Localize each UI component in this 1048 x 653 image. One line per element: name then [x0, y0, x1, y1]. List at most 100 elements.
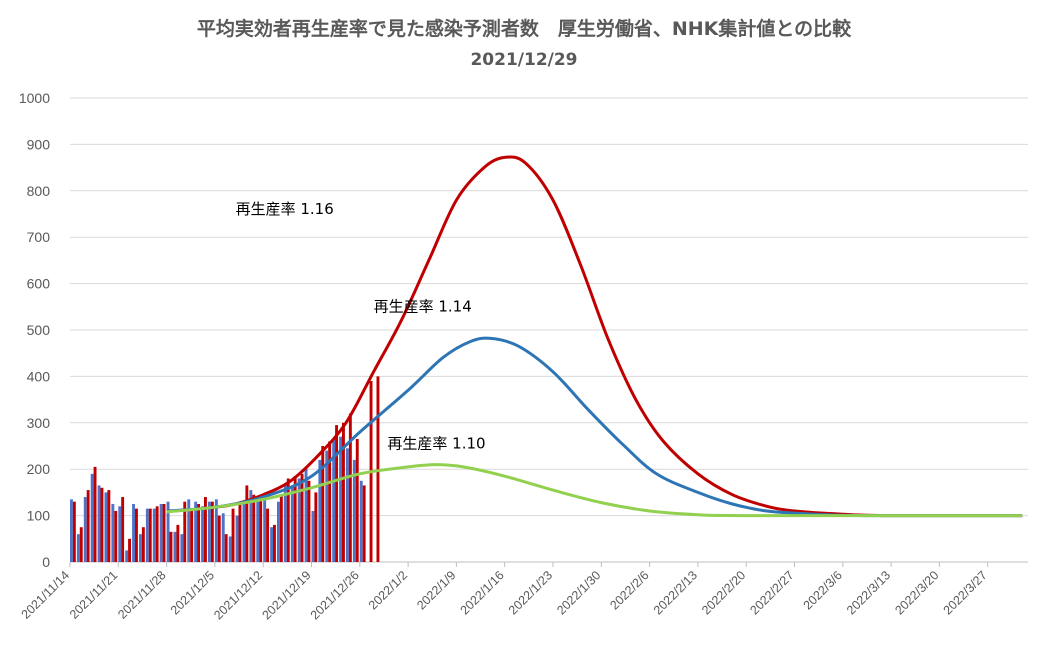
x-tick-label: 2021/11/14 [19, 568, 73, 622]
bar [339, 436, 342, 562]
bar [128, 538, 131, 562]
bar [263, 499, 267, 562]
x-tick-label: 2022/2/6 [607, 568, 651, 612]
x-tick-label: 2021/11/21 [67, 568, 121, 622]
series-annotation: 再生産率 1.14 [374, 297, 472, 315]
bar [83, 497, 87, 562]
y-tick-label: 400 [27, 368, 51, 384]
bar [293, 476, 297, 562]
series-line-2 [166, 336, 1023, 518]
bar [152, 508, 156, 562]
x-tick-label: 2022/1/16 [458, 568, 507, 617]
bar [121, 497, 125, 562]
bar [221, 513, 225, 562]
bar [141, 527, 145, 562]
x-tick-label: 2021/12/19 [259, 568, 313, 622]
bar [273, 524, 276, 562]
bar [135, 508, 138, 562]
bar [204, 497, 207, 562]
bar [190, 508, 194, 562]
bar [346, 448, 349, 562]
x-tick-label: 2022/3/27 [941, 568, 990, 617]
bar [125, 550, 129, 562]
bar [279, 494, 283, 562]
bar [145, 508, 149, 562]
series-line-1 [214, 155, 1023, 518]
y-tick-label: 600 [27, 276, 51, 292]
bar [235, 515, 239, 562]
bar [311, 510, 315, 562]
bar [249, 490, 253, 562]
bar [176, 524, 180, 562]
chart-subtitle: 2021/12/29 [470, 50, 578, 70]
bar [231, 508, 235, 562]
y-tick-label: 100 [27, 508, 51, 524]
y-tick-label: 700 [27, 229, 51, 245]
bar [321, 446, 325, 562]
x-tick-label: 2022/3/6 [801, 568, 845, 612]
bar [162, 504, 166, 562]
x-tick-label: 2021/12/26 [308, 568, 362, 622]
bar [277, 501, 280, 562]
bar [270, 527, 273, 562]
bar [166, 501, 170, 562]
bar [114, 510, 118, 562]
bar [214, 499, 218, 562]
bar [187, 499, 191, 562]
bar [242, 504, 246, 562]
bar [208, 501, 211, 562]
bar [93, 466, 97, 562]
bar [194, 501, 198, 562]
bar [259, 497, 263, 562]
series-annotation: 再生産率 1.10 [387, 434, 485, 452]
y-tick-label: 500 [27, 322, 51, 338]
bar [111, 504, 115, 562]
x-tick-label: 2021/12/12 [211, 568, 265, 622]
bar [355, 439, 359, 562]
x-tick-label: 2021/12/5 [168, 568, 217, 617]
bar [224, 534, 228, 562]
x-tick-label: 2022/3/20 [892, 568, 941, 617]
x-tick-label: 2022/2/20 [699, 568, 748, 617]
bar [180, 534, 184, 562]
bar [72, 501, 76, 562]
bar [238, 504, 242, 562]
bar [297, 478, 301, 562]
bar [201, 506, 204, 562]
chart-title: 平均実効者再生産率で見た感染予測者数 厚生労働省、NHK集計値との比較 [196, 18, 852, 40]
bar [252, 494, 256, 562]
bar [159, 504, 163, 562]
bar [348, 413, 352, 562]
y-tick-label: 800 [27, 183, 51, 199]
x-tick-label: 2022/1/23 [506, 568, 555, 617]
bar [173, 531, 177, 562]
bar [300, 473, 304, 562]
bar [286, 478, 290, 562]
bar [169, 531, 173, 562]
bar [318, 459, 322, 562]
series-line-3 [166, 463, 1023, 518]
bar [70, 499, 73, 562]
x-tick-label: 2022/1/30 [554, 568, 603, 617]
bar [362, 485, 366, 562]
y-tick-label: 300 [27, 415, 51, 431]
bar [104, 492, 108, 562]
bar [359, 480, 363, 562]
x-tick-label: 2022/2/27 [747, 568, 796, 617]
bar [139, 534, 142, 562]
bar [79, 527, 83, 562]
bar [256, 497, 260, 562]
bar [97, 485, 101, 562]
x-tick-label: 2022/1/9 [414, 568, 458, 612]
bar [76, 534, 80, 562]
bar [183, 501, 187, 562]
bar [352, 459, 356, 562]
bar [197, 504, 200, 562]
bar [132, 504, 135, 562]
bar [148, 508, 152, 562]
bar [217, 515, 221, 562]
x-tick-label: 2021/11/28 [115, 568, 169, 622]
bar [228, 536, 232, 562]
bar [328, 441, 332, 562]
